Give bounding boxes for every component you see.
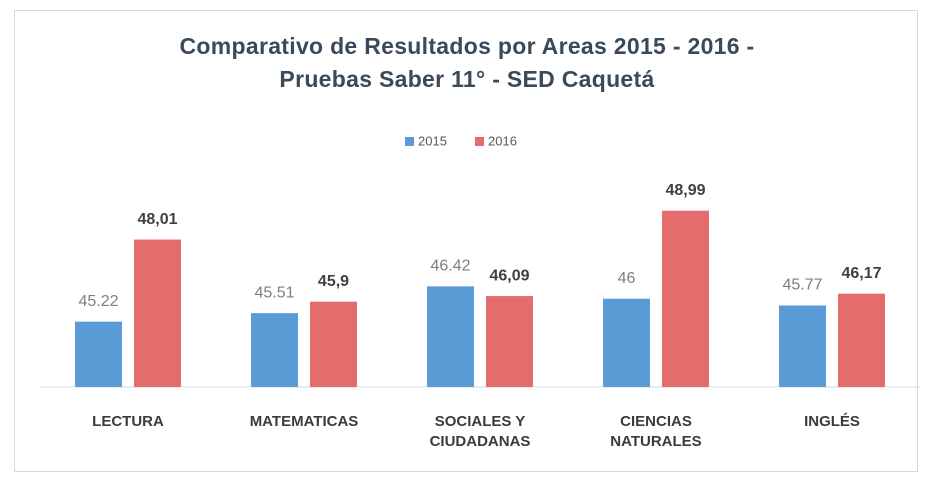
legend-label: 2015 [418, 133, 447, 148]
legend-label: 2016 [488, 133, 517, 148]
x-tick-label: INGLÉS [804, 413, 860, 430]
bar [838, 293, 885, 387]
x-tick-label: LECTURA [92, 413, 164, 430]
data-label: 48,01 [137, 211, 177, 228]
data-label: 46.42 [430, 258, 470, 275]
bar [310, 301, 357, 387]
x-tick-label: CIENCIAS NATURALES [610, 413, 702, 450]
x-tick-label: SOCIALES Y CIUDADANAS [429, 413, 531, 450]
bar [75, 321, 122, 387]
data-label: 45,9 [318, 273, 349, 290]
data-label: 45.77 [782, 277, 822, 294]
x-tick-label: MATEMATICAS [249, 413, 359, 430]
data-label: 46,17 [841, 265, 881, 282]
bar [427, 286, 474, 387]
bar [251, 313, 298, 387]
data-label: 45.22 [78, 293, 118, 310]
chart-frame [14, 10, 918, 472]
data-label: 48,99 [665, 182, 705, 199]
data-label: 46 [618, 270, 636, 287]
data-label: 46,09 [489, 267, 529, 284]
data-label: 45.51 [254, 284, 294, 301]
bar [662, 210, 709, 387]
legend-swatch [405, 137, 414, 146]
bar [134, 239, 181, 387]
bar [603, 298, 650, 387]
chart-title: Comparativo de Resultados por Areas 2015… [179, 33, 755, 92]
bar [779, 305, 826, 387]
legend-swatch [475, 137, 484, 146]
bar [486, 296, 533, 387]
